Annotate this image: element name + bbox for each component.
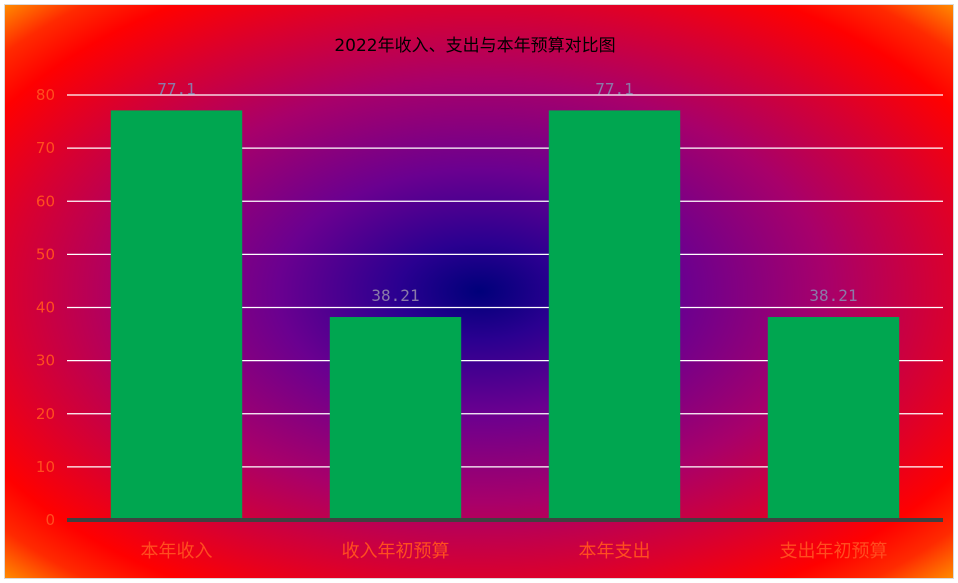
- category-label: 本年支出: [579, 541, 651, 562]
- y-tick-label: 10: [36, 458, 55, 476]
- y-tick-label: 50: [36, 245, 55, 263]
- data-labels: 77.1 38.21 77.1 38.21: [157, 79, 857, 305]
- chart-frame: 2022年收入、支出与本年预算对比图 0 10 20 30 40 50 60 70 80 77.…: [4, 4, 954, 579]
- category-label: 本年收入: [141, 541, 213, 562]
- data-label: 77.1: [157, 79, 196, 98]
- category-label: 收入年初预算: [342, 541, 450, 562]
- data-label: 38.21: [371, 286, 419, 305]
- y-tick-label: 80: [36, 86, 55, 104]
- y-tick-label: 70: [36, 139, 55, 157]
- y-tick-label: 60: [36, 192, 55, 210]
- bar: [110, 110, 243, 520]
- data-label: 77.1: [595, 79, 634, 98]
- bar-chart: 2022年收入、支出与本年预算对比图 0 10 20 30 40 50 60 70 80 77.…: [36, 36, 943, 562]
- data-label: 38.21: [809, 286, 857, 305]
- bars: [110, 110, 900, 520]
- y-tick-label: 30: [36, 352, 55, 370]
- x-axis-categories: 本年收入 收入年初预算 本年支出 支出年初预算: [141, 541, 888, 562]
- y-axis-ticks: 0 10 20 30 40 50 60 70 80: [36, 86, 55, 529]
- chart-title: 2022年收入、支出与本年预算对比图: [334, 36, 615, 56]
- category-label: 支出年初预算: [780, 541, 888, 562]
- bar: [329, 317, 462, 520]
- y-tick-label: 20: [36, 405, 55, 423]
- y-tick-label: 40: [36, 299, 55, 317]
- y-tick-label: 0: [45, 511, 55, 529]
- bar: [767, 317, 900, 520]
- bar: [548, 110, 681, 520]
